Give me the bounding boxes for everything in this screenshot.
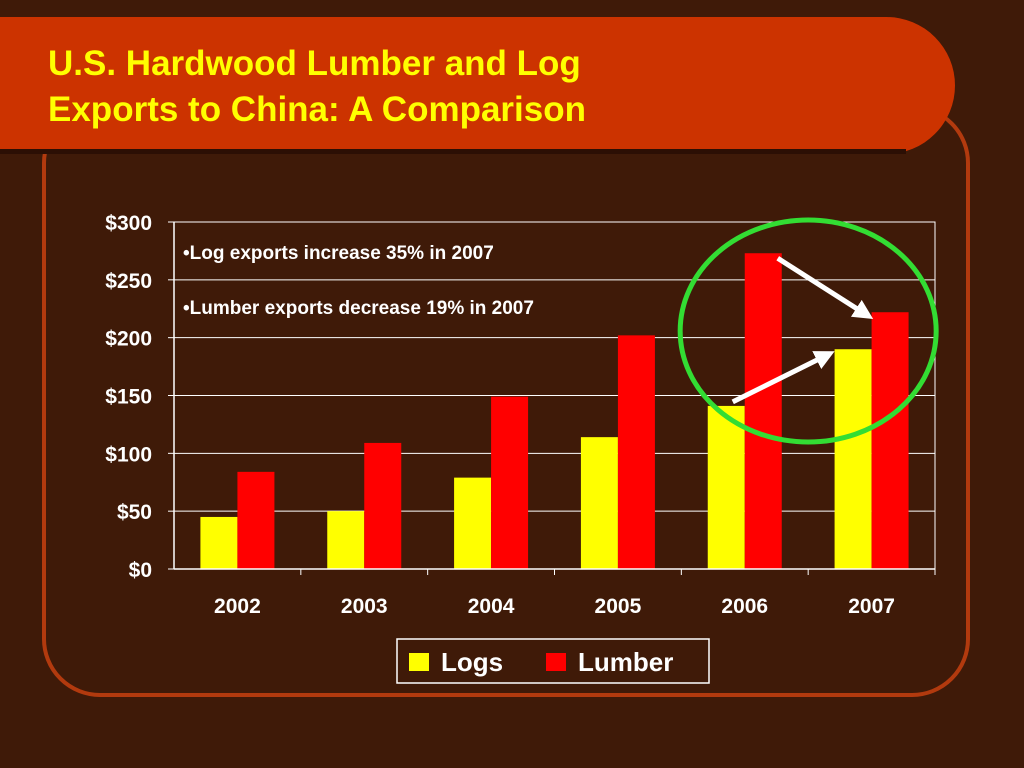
bar-lumber-2002 [237,471,275,569]
bar-lumber-2005 [617,335,655,569]
bar-logs-2006 [707,405,745,569]
x-tick-label-2005: 2005 [595,595,642,618]
title-underline [0,149,906,154]
x-tick-label-2002: 2002 [214,595,261,618]
legend-label-logs: Logs [441,647,503,677]
x-tick-label-2004: 2004 [468,595,515,618]
bars [200,253,909,570]
slide-title: U.S. Hardwood Lumber and Log Exports to … [48,44,586,129]
y-tick-label: $150 [105,386,152,409]
x-tick-label-2007: 2007 [848,595,895,618]
y-tick-label: $250 [105,270,152,293]
y-tick-labels: $0 $50 $100 $150 $200 $250 $300 [105,212,174,582]
arrow-logs [731,351,835,405]
bar-logs-2004 [454,477,492,569]
title-banner: U.S. Hardwood Lumber and Log Exports to … [0,17,955,154]
legend-box [396,638,710,684]
bar-logs-2005 [580,437,618,569]
gridlines [174,221,935,512]
bar-logs-2007 [834,349,872,569]
highlight [677,217,939,445]
y-tick-label: $300 [105,212,152,235]
legend-label-lumber: Lumber [578,647,673,677]
bar-logs-2003 [327,511,365,569]
bar-lumber-2003 [364,442,402,569]
bar-logs-2002 [200,516,238,569]
annotation-lumber-decrease: •Lumber exports decrease 19% in 2007 [183,298,534,319]
highlight-circle [677,217,939,445]
x-tick-label-2006: 2006 [721,595,768,618]
bar-lumber-2004 [491,396,529,569]
legend-swatch-logs [409,653,429,671]
y-tick-label: $50 [117,501,152,524]
x-tick-label-2003: 2003 [341,595,388,618]
legend: Logs Lumber [396,638,710,684]
y-tick-label: $200 [105,328,152,351]
bar-lumber-2006 [744,253,782,570]
bar-lumber-2007 [871,312,909,569]
x-tick-labels: 2002 2003 2004 2005 2006 2007 [214,569,936,618]
y-tick-label: $0 [129,559,152,582]
annotation-log-increase: •Log exports increase 35% in 2007 [183,243,494,264]
legend-swatch-lumber [546,653,566,671]
y-tick-label: $100 [105,443,152,466]
arrow-lumber [776,256,874,320]
annotations: •Log exports increase 35% in 2007 •Lumbe… [183,243,534,319]
